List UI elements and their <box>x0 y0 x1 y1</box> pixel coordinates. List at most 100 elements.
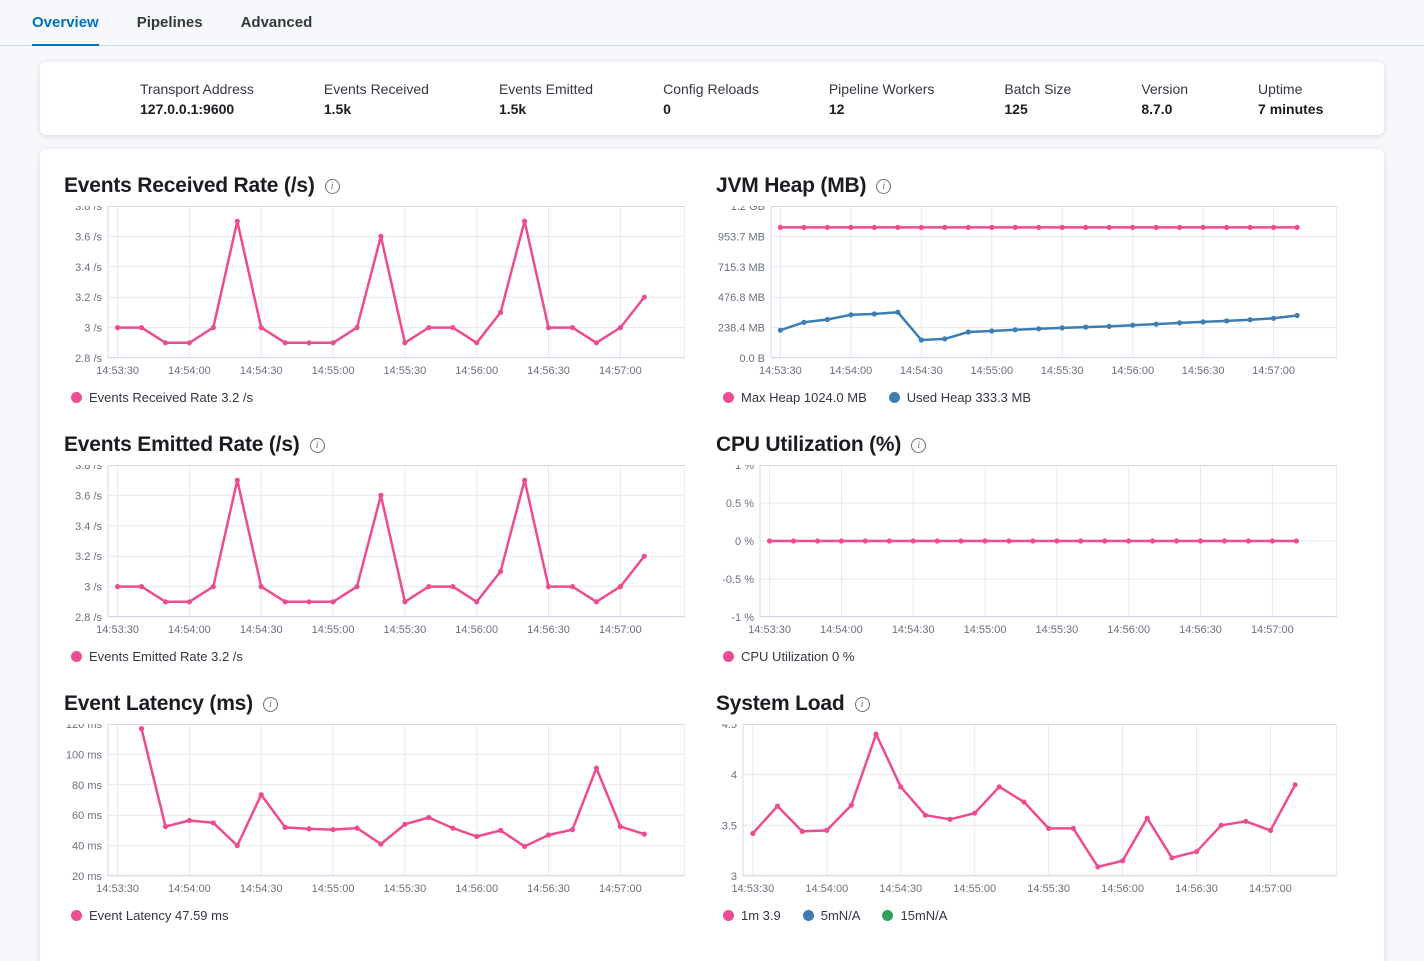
chart-title-row: Event Latency (ms) i <box>64 692 685 716</box>
page-content: Transport Address 127.0.0.1:9600 Events … <box>0 46 1424 961</box>
svg-text:14:55:30: 14:55:30 <box>383 365 426 377</box>
stat-transport-address: Transport Address 127.0.0.1:9600 <box>140 81 254 117</box>
legend-item[interactable]: Used Heap 333.3 MB <box>888 390 1032 405</box>
legend-label: Used Heap 333.3 MB <box>906 390 1032 405</box>
legend-item[interactable]: Event Latency 47.59 ms <box>71 908 228 923</box>
legend-label: CPU Utilization 0 % <box>741 649 855 664</box>
chart-legend: CPU Utilization 0 % <box>716 649 1337 664</box>
svg-text:14:54:30: 14:54:30 <box>240 883 283 895</box>
svg-text:-0.5 %: -0.5 % <box>722 574 754 586</box>
svg-text:715.3 MB: 715.3 MB <box>718 262 765 274</box>
chart-title-row: Events Emitted Rate (/s) i <box>64 433 685 457</box>
svg-text:14:54:00: 14:54:00 <box>820 624 863 636</box>
svg-text:14:55:30: 14:55:30 <box>383 883 426 895</box>
svg-text:14:55:30: 14:55:30 <box>1035 624 1078 636</box>
info-icon[interactable]: i <box>911 437 927 453</box>
svg-text:14:53:30: 14:53:30 <box>96 365 139 377</box>
svg-text:14:56:00: 14:56:00 <box>1111 365 1154 377</box>
info-icon[interactable]: i <box>324 178 340 194</box>
stat-value: 7 minutes <box>1258 100 1324 117</box>
tab-pipelines[interactable]: Pipelines <box>136 14 203 31</box>
info-icon[interactable]: i <box>854 696 870 712</box>
svg-text:14:55:30: 14:55:30 <box>383 624 426 636</box>
svg-text:60 ms: 60 ms <box>72 810 102 822</box>
info-icon[interactable]: i <box>876 178 892 194</box>
legend-item[interactable]: Events Received Rate 3.2 /s <box>71 390 253 405</box>
stat-label: Batch Size <box>1004 80 1072 97</box>
svg-text:14:55:00: 14:55:00 <box>312 883 355 895</box>
legend-dot-icon <box>71 392 82 403</box>
stat-label: Version <box>1141 80 1189 97</box>
chart-jvm-heap: JVM Heap (MB) i 0.0 B 238.4 MB 476.8 MB 715… <box>716 174 1337 405</box>
svg-text:3.4 /s: 3.4 /s <box>75 521 102 533</box>
stat-version: Version 8.7.0 <box>1141 81 1188 117</box>
svg-text:14:54:30: 14:54:30 <box>892 624 935 636</box>
svg-text:14:57:00: 14:57:00 <box>1251 624 1294 636</box>
svg-text:14:55:30: 14:55:30 <box>1027 883 1070 895</box>
stat-value: 12 <box>828 100 845 117</box>
svg-text:476.8 MB: 476.8 MB <box>718 292 765 304</box>
stat-value: 1.5k <box>323 100 352 117</box>
legend-item[interactable]: Max Heap 1024.0 MB <box>723 390 867 405</box>
line-chart[interactable]: -1 % -0.5 % 0 % 0.5 % 1 % 14:53:30 14:54:00 14:… <box>716 465 1337 639</box>
svg-text:14:54:30: 14:54:30 <box>240 624 283 636</box>
stat-label: Uptime <box>1258 80 1303 97</box>
svg-text:14:57:00: 14:57:00 <box>599 883 642 895</box>
svg-text:14:56:00: 14:56:00 <box>455 624 498 636</box>
svg-text:100 ms: 100 ms <box>66 749 103 761</box>
tab-bar: Overview Pipelines Advanced <box>0 0 1424 46</box>
line-chart[interactable]: 3 3.5 4 4.5 14:53:30 14:54:00 14:54:30 14:55:00… <box>716 724 1337 898</box>
legend-dot-icon <box>802 910 814 921</box>
chart-legend: 1m 3.9 5mN/A 15mN/A <box>716 908 1337 923</box>
svg-text:14:53:30: 14:53:30 <box>96 624 139 636</box>
info-icon[interactable]: i <box>309 437 325 453</box>
chart-title: Events Received Rate (/s) <box>64 174 315 197</box>
stat-pipeline-workers: Pipeline Workers 12 <box>829 81 935 117</box>
svg-text:14:56:30: 14:56:30 <box>1175 883 1218 895</box>
line-chart[interactable]: 0.0 B 238.4 MB 476.8 MB 715.3 MB 953.7 MB 1.2… <box>716 206 1337 380</box>
chart-event-latency: Event Latency (ms) i 20 ms 40 ms 60 ms 80 m… <box>64 692 685 923</box>
svg-text:14:53:30: 14:53:30 <box>96 883 139 895</box>
svg-text:14:56:00: 14:56:00 <box>455 365 498 377</box>
legend-label: Event Latency 47.59 ms <box>89 908 229 923</box>
legend-item[interactable]: Events Emitted Rate 3.2 /s <box>71 649 243 664</box>
tab-advanced[interactable]: Advanced <box>240 14 313 31</box>
svg-text:2.8 /s: 2.8 /s <box>75 353 102 365</box>
svg-text:3 /s: 3 /s <box>84 323 102 335</box>
stat-value: 8.7.0 <box>1141 100 1173 117</box>
legend-item[interactable]: CPU Utilization 0 % <box>723 649 854 664</box>
svg-text:14:55:00: 14:55:00 <box>970 365 1013 377</box>
svg-text:4: 4 <box>731 770 737 782</box>
svg-text:3.2 /s: 3.2 /s <box>75 551 102 563</box>
svg-text:3 /s: 3 /s <box>84 582 102 594</box>
svg-text:14:55:00: 14:55:00 <box>312 365 355 377</box>
charts-grid: Events Received Rate (/s) i 2.8 /s 3 /s 3.… <box>40 149 1384 961</box>
legend-item[interactable]: 15mN/A <box>882 908 947 923</box>
chart-legend: Events Emitted Rate 3.2 /s <box>64 649 685 664</box>
legend-item[interactable]: 5mN/A <box>802 908 860 923</box>
stat-events-emitted: Events Emitted 1.5k <box>499 81 593 117</box>
svg-text:14:57:00: 14:57:00 <box>1249 883 1292 895</box>
line-chart[interactable]: 2.8 /s 3 /s 3.2 /s 3.4 /s 3.6 /s 3.8 /s 14:53:… <box>64 465 685 639</box>
legend-label: Events Emitted Rate 3.2 /s <box>89 649 243 664</box>
svg-text:3.5: 3.5 <box>722 820 737 832</box>
svg-text:14:54:00: 14:54:00 <box>805 883 848 895</box>
svg-text:3.6 /s: 3.6 /s <box>75 231 102 243</box>
legend-dot-icon <box>723 651 734 662</box>
info-icon[interactable]: i <box>262 696 278 712</box>
svg-text:14:56:30: 14:56:30 <box>527 883 570 895</box>
svg-text:14:57:00: 14:57:00 <box>599 365 642 377</box>
svg-text:14:54:30: 14:54:30 <box>879 883 922 895</box>
legend-dot-icon <box>723 910 734 921</box>
line-chart[interactable]: 2.8 /s 3 /s 3.2 /s 3.4 /s 3.6 /s 3.8 /s 14:53:… <box>64 206 685 380</box>
stat-value: 125 <box>1004 100 1028 117</box>
svg-text:14:55:00: 14:55:00 <box>312 624 355 636</box>
svg-text:80 ms: 80 ms <box>72 780 102 792</box>
line-chart[interactable]: 20 ms 40 ms 60 ms 80 ms 100 ms 120 ms 14:53:30… <box>64 724 685 898</box>
legend-item[interactable]: 1m 3.9 <box>723 908 781 923</box>
svg-text:14:55:00: 14:55:00 <box>953 883 996 895</box>
tab-overview[interactable]: Overview <box>32 14 99 46</box>
chart-legend: Max Heap 1024.0 MB Used Heap 333.3 MB <box>716 390 1337 405</box>
stat-label: Events Emitted <box>498 80 594 97</box>
stat-label: Events Received <box>323 80 429 97</box>
